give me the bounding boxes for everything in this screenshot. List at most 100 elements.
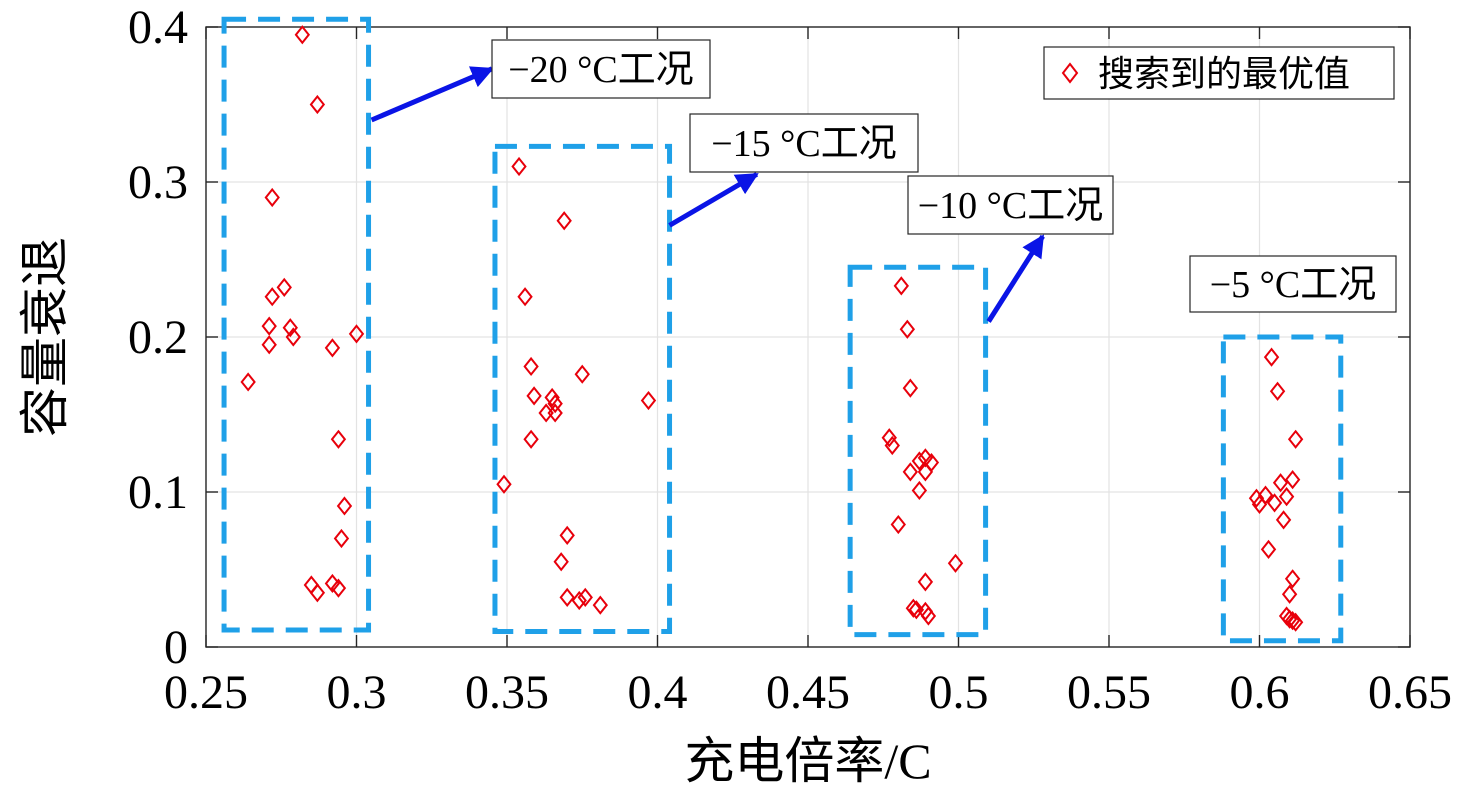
- x-tick-label: 0.4: [628, 666, 688, 719]
- condition-arrow: [370, 66, 495, 123]
- data-point: [911, 451, 928, 471]
- data-point: [1278, 487, 1295, 507]
- x-tick-label: 0.55: [1067, 666, 1151, 719]
- x-tick-label: 0.65: [1368, 666, 1452, 719]
- data-point: [884, 435, 900, 456]
- data-markers: [240, 25, 1304, 632]
- data-point: [1287, 612, 1304, 632]
- data-point: [261, 316, 277, 336]
- condition-label-box: [689, 113, 919, 173]
- data-point: [264, 187, 280, 208]
- data-point: [917, 462, 934, 482]
- data-point: [893, 276, 909, 296]
- data-point: [559, 587, 575, 608]
- data-point: [240, 372, 256, 392]
- data-point: [553, 552, 569, 572]
- y-tick-label: 0.2: [128, 311, 188, 364]
- data-point: [333, 528, 350, 549]
- data-point: [324, 338, 341, 358]
- condition-arrow: [986, 234, 1045, 323]
- data-point: [1287, 429, 1304, 449]
- y-tick-label: 0.1: [128, 466, 188, 519]
- data-point: [1269, 381, 1286, 401]
- data-point: [523, 356, 539, 377]
- x-tick-label: 0.3: [327, 666, 387, 719]
- data-point: [547, 394, 563, 414]
- y-tick-label: 0.3: [128, 156, 188, 209]
- data-point: [1272, 473, 1289, 493]
- y-tick-label: 0: [164, 621, 188, 674]
- data-point: [276, 277, 292, 298]
- condition-label: −5 °C工况: [1210, 264, 1376, 306]
- x-tick-label: 0.5: [929, 666, 989, 719]
- data-point: [1251, 494, 1268, 515]
- legend-box: [1043, 46, 1395, 100]
- condition-box: [492, 143, 673, 634]
- condition-label-box: [907, 175, 1114, 235]
- data-point: [511, 156, 527, 177]
- data-point: [556, 211, 572, 231]
- data-point: [1263, 347, 1280, 367]
- legend-marker-icon: [1061, 62, 1079, 84]
- data-point: [348, 324, 365, 344]
- data-point: [905, 598, 922, 618]
- data-point: [285, 327, 301, 347]
- condition-labels: −20 °C工况 −15 °C工况 −10 °C工况 −5 °C工况: [491, 39, 1397, 313]
- legend: 搜索到的最优值: [1043, 46, 1395, 100]
- data-point: [330, 429, 347, 449]
- data-point: [1248, 488, 1265, 508]
- data-point: [911, 480, 928, 501]
- condition-label-box: [1189, 255, 1397, 313]
- data-point: [881, 428, 897, 448]
- data-point: [336, 496, 353, 516]
- data-point: [264, 287, 280, 307]
- data-point: [1284, 569, 1301, 589]
- data-point: [261, 335, 277, 355]
- data-point: [559, 525, 575, 546]
- data-point: [1284, 611, 1301, 631]
- condition-box: [1220, 334, 1344, 644]
- legend-label: 搜索到的最优值: [1098, 54, 1350, 94]
- condition-label: −10 °C工况: [918, 185, 1103, 227]
- condition-label-box: [491, 39, 711, 99]
- data-point: [1284, 469, 1301, 490]
- data-point: [902, 378, 919, 398]
- data-point: [309, 583, 326, 603]
- data-point: [1266, 493, 1283, 513]
- data-point: [496, 474, 512, 494]
- condition-boxes: [221, 16, 1344, 644]
- data-point: [330, 578, 347, 598]
- data-point: [640, 390, 657, 411]
- data-point: [1275, 510, 1292, 530]
- data-point: [947, 553, 964, 573]
- data-point: [1260, 539, 1277, 559]
- condition-label: −20 °C工况: [508, 49, 693, 91]
- x-axis-title: 充电倍率/C: [684, 733, 931, 789]
- data-point: [526, 386, 542, 406]
- data-point: [309, 94, 326, 115]
- condition-box: [221, 16, 372, 633]
- data-point: [890, 514, 906, 535]
- data-point: [920, 606, 937, 626]
- x-tick-label: 0.25: [164, 666, 248, 719]
- data-point: [523, 429, 539, 449]
- data-point: [1281, 584, 1298, 604]
- data-point: [908, 600, 925, 620]
- condition-arrows: [370, 66, 1045, 323]
- condition-label: −15 °C工况: [711, 123, 896, 165]
- x-tick-labels: 0.25 0.3 0.35 0.4 0.45 0.5 0.55 0.6 0.65: [164, 666, 1452, 719]
- data-point: [571, 590, 587, 611]
- data-point: [282, 318, 298, 338]
- data-point: [574, 364, 590, 384]
- data-point: [544, 387, 560, 408]
- x-tick-label: 0.6: [1230, 666, 1290, 719]
- condition-box: [847, 264, 989, 638]
- data-point: [917, 572, 934, 592]
- x-tick-label: 0.45: [766, 666, 850, 719]
- data-point: [592, 595, 608, 615]
- data-point: [899, 319, 916, 339]
- data-point: [902, 462, 919, 482]
- x-tick-label: 0.35: [465, 666, 549, 719]
- data-point: [294, 25, 311, 45]
